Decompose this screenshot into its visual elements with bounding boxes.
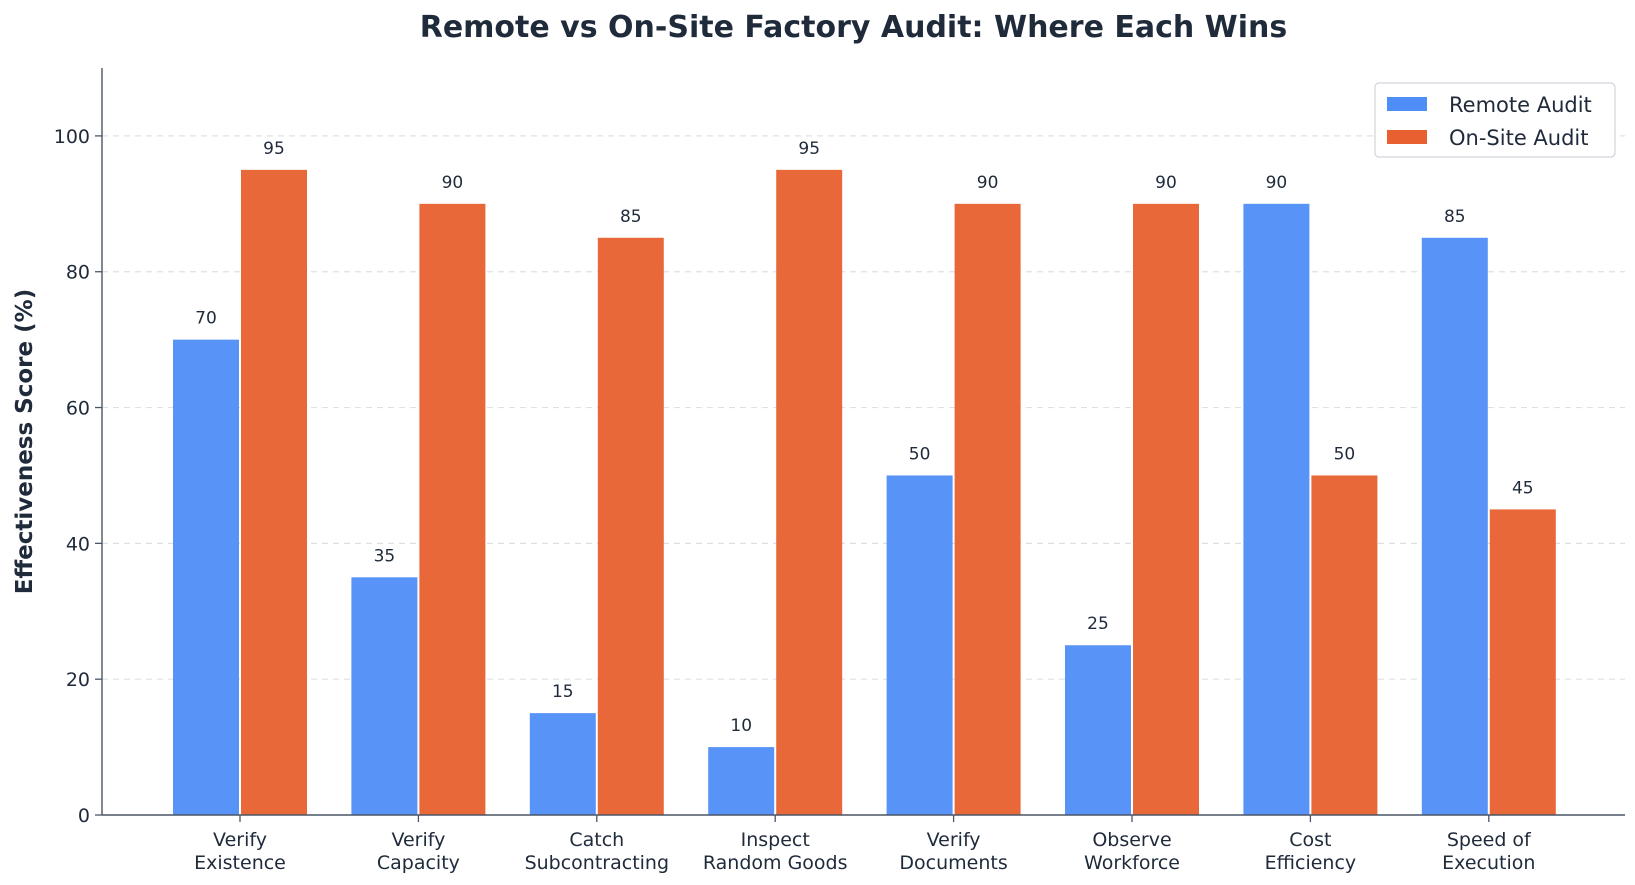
data-label-on-site-audit: 90 bbox=[442, 173, 464, 193]
bar-remote-audit bbox=[173, 339, 239, 815]
x-tick-label: Verify bbox=[927, 829, 981, 851]
bar-on-site-audit bbox=[954, 203, 1021, 815]
bar-on-site-audit bbox=[419, 203, 486, 815]
x-tick-label: Speed of bbox=[1447, 829, 1532, 851]
data-label-remote-audit: 15 bbox=[552, 682, 574, 702]
legend-swatch-on-site-audit bbox=[1387, 130, 1427, 144]
x-tick-label: Subcontracting bbox=[525, 852, 669, 874]
data-label-on-site-audit: 90 bbox=[977, 173, 999, 193]
x-tick-label: Efficiency bbox=[1265, 852, 1357, 874]
x-tick-label: Observe bbox=[1092, 829, 1171, 851]
x-tick-label: Documents bbox=[899, 852, 1007, 874]
bar-on-site-audit bbox=[241, 169, 307, 815]
bar-remote-audit bbox=[1065, 645, 1131, 815]
y-tick-label: 80 bbox=[66, 262, 90, 284]
x-tick-label: Cost bbox=[1289, 829, 1331, 851]
bar-remote-audit bbox=[1421, 237, 1488, 816]
data-label-on-site-audit: 95 bbox=[798, 139, 820, 159]
chart-title: Remote vs On-Site Factory Audit: Where E… bbox=[420, 10, 1288, 45]
x-tick-label: Execution bbox=[1442, 852, 1535, 874]
data-label-remote-audit: 10 bbox=[730, 716, 752, 736]
data-label-remote-audit: 70 bbox=[195, 309, 217, 329]
bar-remote-audit bbox=[886, 475, 953, 815]
data-label-on-site-audit: 45 bbox=[1512, 478, 1534, 498]
bar-on-site-audit bbox=[1133, 203, 1199, 815]
bar-on-site-audit bbox=[1489, 509, 1556, 815]
y-axis-label: Effectiveness Score (%) bbox=[12, 289, 38, 594]
data-label-remote-audit: 85 bbox=[1444, 207, 1466, 227]
legend-box bbox=[1374, 82, 1616, 158]
x-tick-label: Random Goods bbox=[703, 852, 848, 874]
data-label-on-site-audit: 85 bbox=[620, 207, 642, 227]
bar-on-site-audit bbox=[597, 237, 664, 816]
data-label-on-site-audit: 90 bbox=[1155, 173, 1177, 193]
bar-remote-audit bbox=[529, 713, 596, 815]
bar-on-site-audit bbox=[1311, 475, 1378, 815]
bar-remote-audit bbox=[1243, 203, 1310, 815]
bar-on-site-audit bbox=[776, 169, 843, 815]
x-tick-label: Capacity bbox=[377, 852, 460, 874]
x-tick-label: Existence bbox=[194, 852, 286, 874]
y-tick-label: 20 bbox=[66, 669, 90, 691]
data-label-on-site-audit: 50 bbox=[1334, 444, 1356, 464]
x-tick-label: Inspect bbox=[741, 829, 810, 851]
x-tick-label: Verify bbox=[391, 829, 445, 851]
y-tick-label: 0 bbox=[78, 805, 90, 827]
legend-swatch-remote-audit bbox=[1387, 97, 1427, 111]
x-tick-label: Catch bbox=[569, 829, 624, 851]
data-label-on-site-audit: 95 bbox=[263, 139, 285, 159]
x-tick-label: Workforce bbox=[1084, 852, 1180, 874]
data-label-remote-audit: 25 bbox=[1087, 614, 1109, 634]
data-label-remote-audit: 50 bbox=[909, 444, 931, 464]
legend-label-remote-audit: Remote Audit bbox=[1449, 93, 1592, 117]
bar-remote-audit bbox=[351, 577, 418, 815]
data-label-remote-audit: 90 bbox=[1266, 173, 1288, 193]
y-tick-label: 40 bbox=[66, 533, 90, 555]
bar-remote-audit bbox=[708, 747, 775, 815]
y-tick-label: 60 bbox=[66, 398, 90, 420]
x-tick-label: Verify bbox=[213, 829, 267, 851]
data-label-remote-audit: 35 bbox=[374, 546, 396, 566]
legend-label-on-site-audit: On-Site Audit bbox=[1449, 126, 1588, 150]
y-tick-label: 100 bbox=[54, 126, 90, 148]
